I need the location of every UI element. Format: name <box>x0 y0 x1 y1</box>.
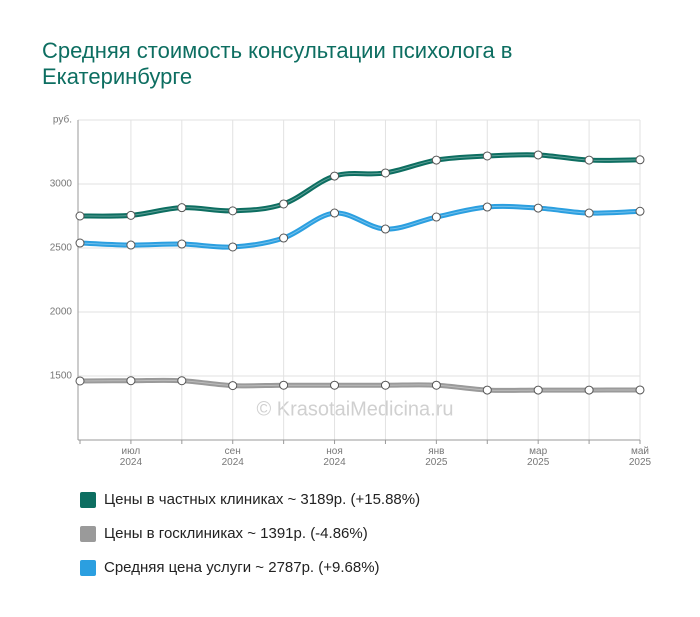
series-line-highlight <box>79 154 641 217</box>
data-point <box>330 171 340 181</box>
legend-label: Средняя цена услуги ~ 2787р. (+9.68%) <box>104 559 380 576</box>
data-point <box>533 385 543 395</box>
data-point <box>228 242 238 252</box>
data-point <box>431 212 441 222</box>
series-line-highlight <box>79 205 641 248</box>
legend-label: Цены в частных клиниках ~ 3189р. (+15.88… <box>104 491 420 508</box>
series-line <box>79 203 641 250</box>
data-point <box>126 240 136 250</box>
legend-swatch <box>80 492 96 508</box>
data-point <box>177 203 187 213</box>
data-point <box>279 233 289 243</box>
legend-swatch <box>80 526 96 542</box>
data-point <box>482 202 492 212</box>
x-tick-label: июл 2024 <box>120 446 143 468</box>
data-point <box>75 211 85 221</box>
data-point <box>635 385 645 395</box>
legend-label: Цены в госклиниках ~ 1391р. (-4.86%) <box>104 525 368 542</box>
data-point <box>228 206 238 216</box>
data-point <box>635 155 645 165</box>
y-tick-label: руб. <box>53 114 72 126</box>
data-point <box>380 168 390 178</box>
chart-title: Средняя стоимость консультации психолога… <box>42 38 512 89</box>
y-tick-label: 2000 <box>50 307 73 318</box>
legend-swatch <box>80 560 96 576</box>
data-point <box>584 385 594 395</box>
x-tick-label: май 2025 <box>629 446 652 468</box>
series-line <box>79 152 641 219</box>
data-point <box>431 380 441 390</box>
x-tick-label: ноя 2024 <box>323 446 346 468</box>
y-tick-label: 2500 <box>50 243 73 254</box>
watermark: © KrasotaiMedicina.ru <box>256 398 453 420</box>
data-point <box>635 206 645 216</box>
data-point <box>279 199 289 209</box>
data-point <box>177 376 187 386</box>
x-tick-label: сен 2024 <box>222 446 245 468</box>
data-point <box>279 380 289 390</box>
data-point <box>482 385 492 395</box>
data-point <box>177 239 187 249</box>
x-tick-label: янв 2025 <box>425 446 448 468</box>
y-tick-label: 3000 <box>50 179 73 190</box>
data-point <box>584 155 594 165</box>
data-point <box>75 238 85 248</box>
x-tick-label: мар 2025 <box>527 446 550 468</box>
data-point <box>380 380 390 390</box>
data-point <box>380 224 390 234</box>
data-point <box>330 208 340 218</box>
data-point <box>126 376 136 386</box>
data-point <box>330 380 340 390</box>
data-point <box>584 208 594 218</box>
data-point <box>75 376 85 386</box>
data-point <box>482 151 492 161</box>
data-point <box>431 155 441 165</box>
data-point <box>533 203 543 213</box>
y-tick-label: 1500 <box>50 371 73 382</box>
data-point <box>126 210 136 220</box>
data-point <box>228 381 238 391</box>
data-point <box>533 150 543 160</box>
